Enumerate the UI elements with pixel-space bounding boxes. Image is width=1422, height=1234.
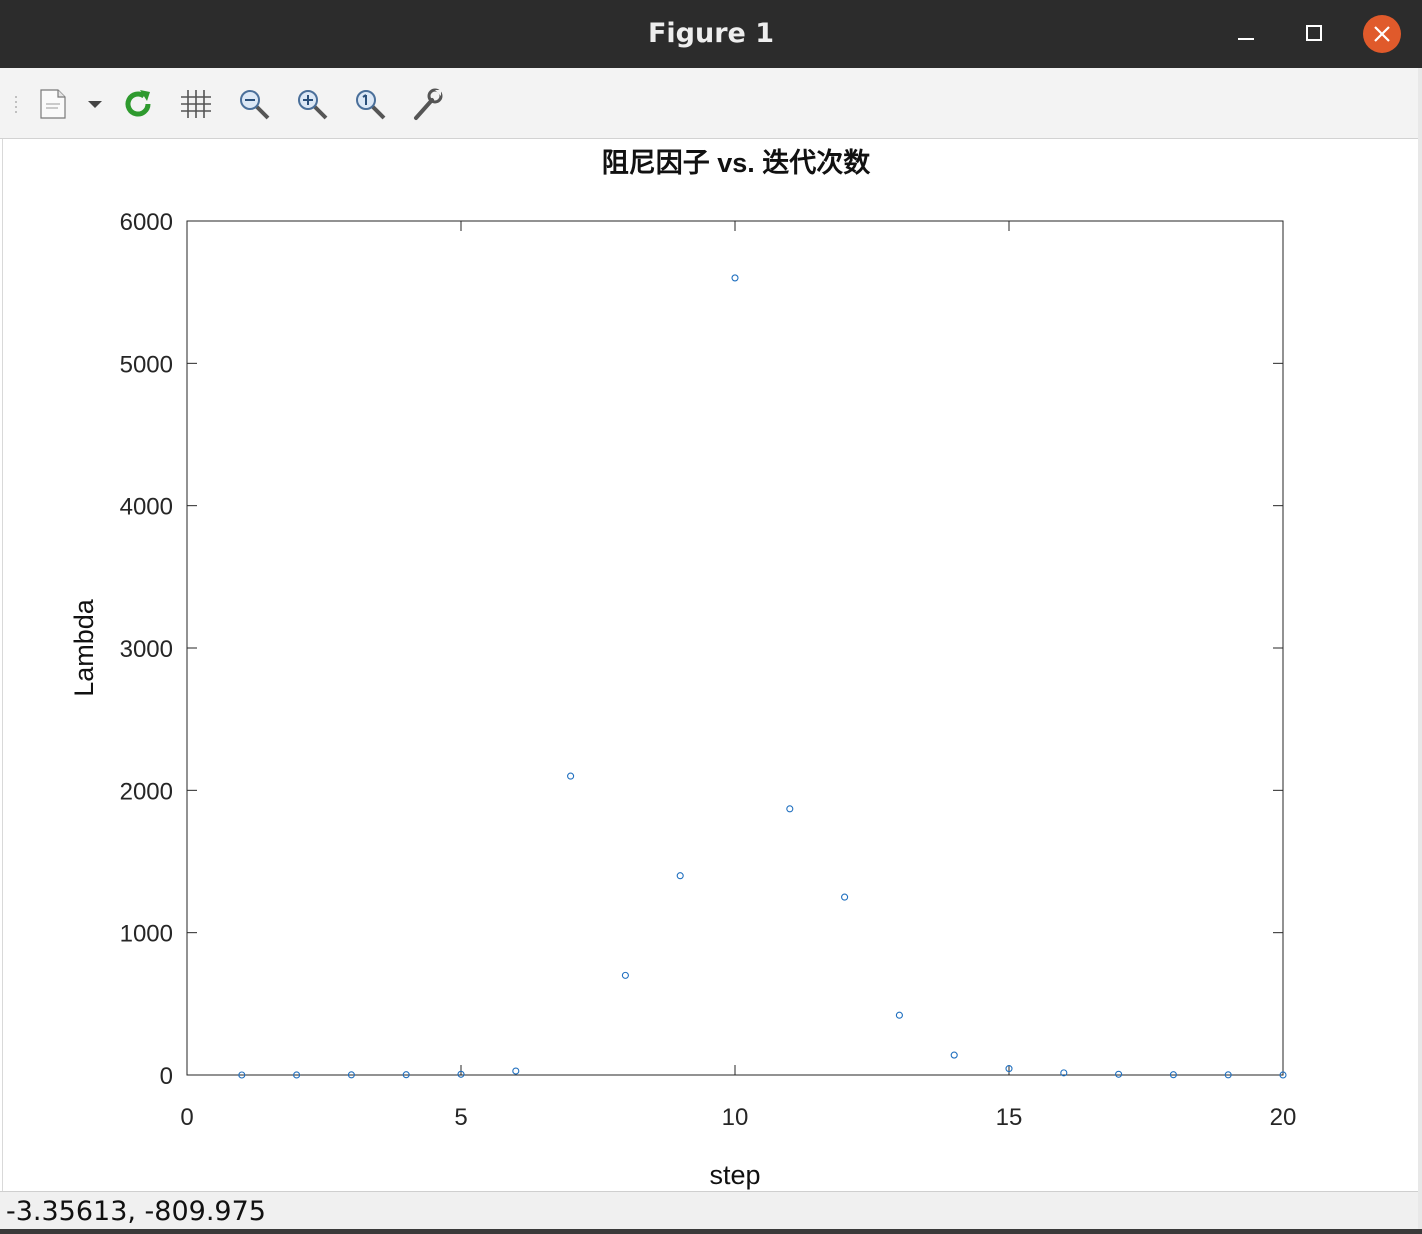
- data-point: [841, 893, 849, 901]
- status-bar: -3.35613, -809.975: [0, 1191, 1420, 1230]
- toolbar-grip-icon: [15, 96, 17, 113]
- data-point: [293, 1071, 301, 1079]
- x-tick-label: 0: [180, 1104, 193, 1131]
- data-point: [1279, 1071, 1287, 1079]
- data-point: [567, 772, 575, 780]
- data-point: [731, 274, 739, 282]
- chart-title: 阻尼因子 vs. 迭代次数: [602, 148, 872, 178]
- zoom-in-button[interactable]: [294, 86, 330, 122]
- y-tick-label: 6000: [120, 209, 173, 236]
- data-point: [895, 1011, 903, 1019]
- x-tick-label: 20: [1270, 1104, 1297, 1131]
- data-point: [1115, 1070, 1123, 1078]
- window-titlebar: Figure 1: [0, 0, 1422, 68]
- maximize-icon: [1306, 25, 1322, 41]
- window-edge: [1418, 68, 1422, 1234]
- data-point: [1060, 1069, 1068, 1077]
- grid-toggle-button[interactable]: [178, 86, 214, 122]
- y-tick-label: 2000: [120, 778, 173, 805]
- refresh-button[interactable]: [120, 86, 156, 122]
- x-axis-label: step: [709, 1160, 760, 1190]
- data-points: [238, 274, 1287, 1079]
- data-point: [950, 1051, 958, 1059]
- minimize-icon: [1238, 38, 1254, 40]
- cursor-coordinates: -3.35613, -809.975: [6, 1196, 266, 1227]
- dropdown-arrow-icon: [88, 101, 102, 108]
- grid-icon: [181, 90, 211, 118]
- data-point: [402, 1071, 410, 1079]
- window-title: Figure 1: [647, 18, 775, 49]
- zoom-out-button[interactable]: [236, 86, 272, 122]
- maximize-button[interactable]: [1294, 14, 1334, 54]
- close-icon: [1363, 15, 1401, 53]
- data-point: [1169, 1071, 1177, 1079]
- data-point: [512, 1067, 520, 1075]
- y-axis-label: Lambda: [69, 598, 99, 697]
- figure-toolbar: [0, 68, 1422, 139]
- taskbar-strip: [0, 1229, 1422, 1234]
- new-figure-icon: [40, 89, 66, 119]
- y-tick-label: 3000: [120, 636, 173, 663]
- data-point: [457, 1070, 465, 1078]
- y-tick-label: 0: [160, 1063, 173, 1090]
- data-point: [621, 971, 629, 979]
- y-tick-label: 5000: [120, 351, 173, 378]
- zoom-out-icon: [240, 90, 270, 120]
- y-tick-label: 1000: [120, 921, 173, 948]
- minimize-button[interactable]: [1226, 14, 1266, 54]
- close-button[interactable]: [1362, 14, 1402, 54]
- new-figure-dropdown[interactable]: [84, 86, 106, 122]
- x-tick-label: 5: [454, 1104, 467, 1131]
- new-figure-button[interactable]: [36, 86, 72, 122]
- data-point: [238, 1071, 246, 1079]
- zoom-in-icon: [298, 90, 328, 120]
- x-tick-label: 10: [722, 1104, 749, 1131]
- zoom-reset-icon: [356, 90, 386, 120]
- refresh-icon: [125, 90, 151, 117]
- x-axis-ticks: 0 5 10 15 20: [180, 221, 1296, 1131]
- plot-axes-box: [186, 220, 1284, 1076]
- data-point: [1224, 1071, 1232, 1079]
- zoom-reset-button[interactable]: [352, 86, 388, 122]
- data-point: [676, 872, 684, 880]
- y-axis-ticks: 0 1000 2000 3000 4000 5000 6000: [120, 209, 1283, 1090]
- x-tick-label: 15: [996, 1104, 1023, 1131]
- data-point: [1005, 1065, 1013, 1073]
- axes-settings-button[interactable]: [410, 86, 446, 122]
- wrench-icon: [414, 88, 443, 120]
- y-tick-label: 4000: [120, 494, 173, 521]
- data-point: [347, 1071, 355, 1079]
- figure-canvas[interactable]: [2, 139, 1420, 1191]
- data-point: [786, 805, 794, 813]
